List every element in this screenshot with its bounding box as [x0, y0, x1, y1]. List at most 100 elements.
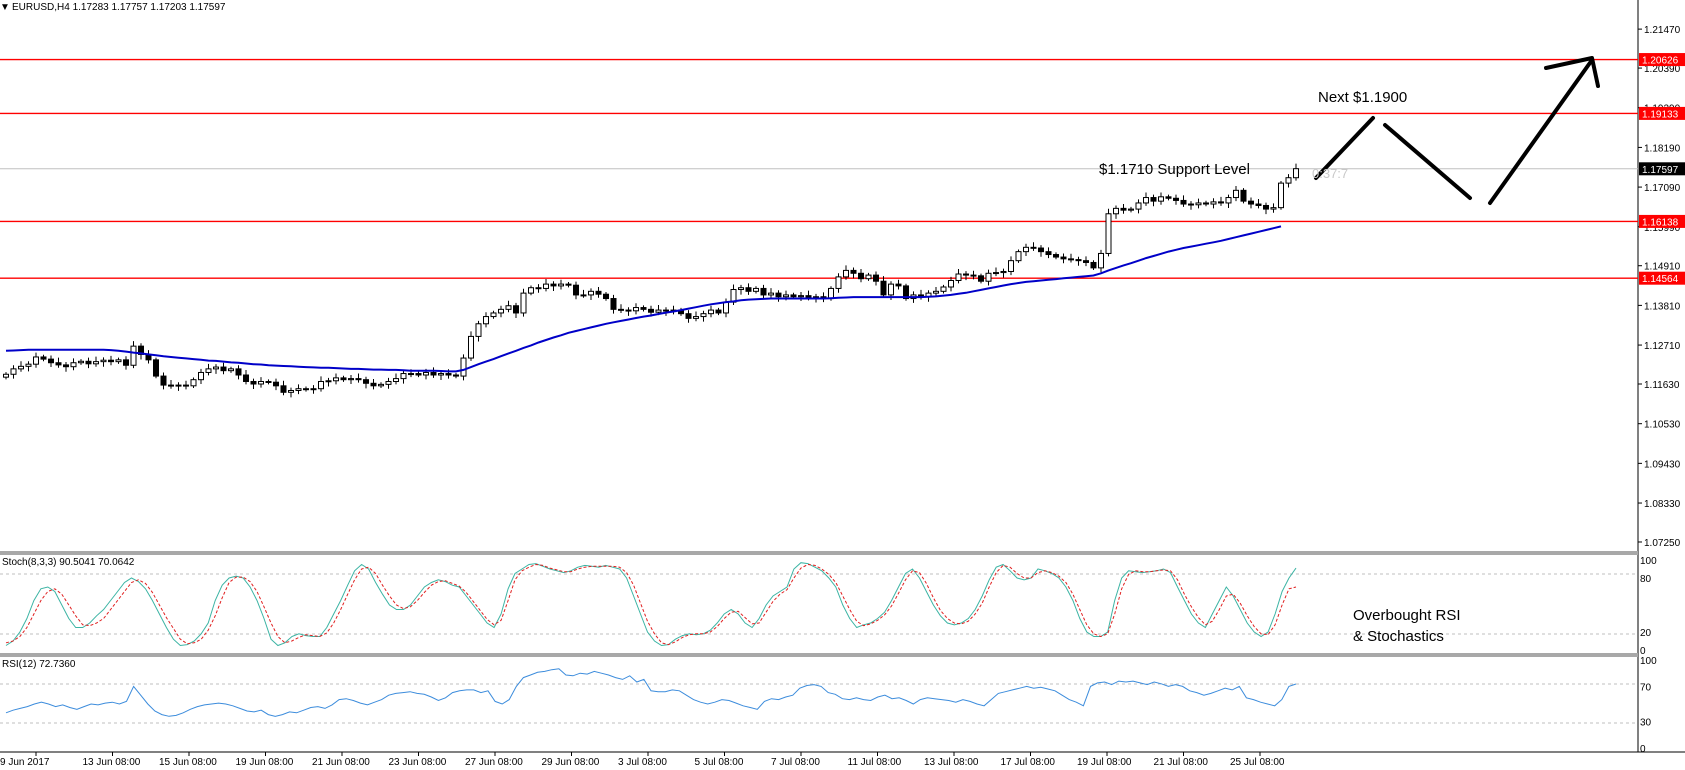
- candle: [625, 309, 632, 312]
- candle: [1015, 251, 1022, 262]
- candle: [85, 360, 92, 365]
- moving-average-line: [5, 225, 1282, 373]
- candle: [438, 373, 444, 376]
- candle: [1135, 202, 1142, 210]
- candle: [798, 295, 804, 298]
- time-tick-label: 19 Jul 08:00: [1077, 757, 1132, 765]
- level-labels: 1.20626 1.19133 1.16138 1.14564: [1639, 53, 1685, 285]
- candle: [505, 305, 512, 310]
- candle: [1210, 201, 1217, 205]
- candle: [1278, 182, 1284, 209]
- level-label-bg: [1639, 53, 1685, 67]
- candle: [310, 388, 317, 391]
- candle: [483, 316, 489, 325]
- candle: [318, 380, 324, 390]
- candle: [760, 287, 767, 296]
- candle: [1023, 246, 1029, 253]
- candle: [130, 345, 137, 366]
- candle: [205, 368, 212, 373]
- candle: [340, 377, 347, 381]
- candle: [1180, 199, 1187, 205]
- candle: [288, 390, 294, 393]
- stoch-tick-label: 80: [1640, 574, 1652, 585]
- candle: [1195, 202, 1202, 206]
- candle: [618, 308, 624, 311]
- header-arrow-icon[interactable]: ▼: [0, 2, 10, 13]
- candle: [963, 273, 969, 276]
- candle: [48, 358, 54, 364]
- next-target-annotation: Next $1.1900: [1318, 89, 1407, 106]
- candle: [1045, 251, 1052, 256]
- indicator-level-lines: [0, 573, 1638, 724]
- candle: [1113, 207, 1119, 215]
- candle: [873, 274, 879, 282]
- price-tick-label: 1.18190: [1644, 143, 1681, 154]
- level-label-bg: [1639, 271, 1685, 285]
- candle: [520, 292, 527, 314]
- candle: [978, 275, 984, 282]
- candle: [175, 384, 182, 387]
- candle: [280, 385, 287, 393]
- candle: [1150, 197, 1157, 202]
- stoch-main-line: [5, 562, 1297, 647]
- candle: [258, 380, 264, 385]
- candle: [295, 388, 302, 392]
- candle: [588, 290, 594, 296]
- candle: [333, 377, 339, 382]
- level-label-bg: [1639, 106, 1685, 120]
- candle: [355, 378, 362, 381]
- candle: [1060, 256, 1067, 260]
- candle: [708, 309, 714, 315]
- rsi-tick-label: 0: [1640, 744, 1646, 755]
- price-tick-label: 1.10530: [1644, 420, 1681, 431]
- pane-divider-stoch[interactable]: [0, 551, 1638, 555]
- candle: [580, 294, 587, 297]
- rsi-label: RSI(12) 72.7360: [2, 659, 76, 670]
- arrowhead-icon: [1544, 56, 1600, 88]
- candle: [468, 335, 474, 359]
- candle: [783, 294, 789, 298]
- support-level-annotation: $1.1710 Support Level: [1099, 161, 1250, 178]
- candle: [895, 283, 902, 287]
- stoch-signal-line: [5, 563, 1297, 646]
- candle: [573, 284, 579, 296]
- candle: [933, 290, 939, 294]
- candle: [1263, 204, 1269, 210]
- candle: [1008, 260, 1014, 272]
- candle: [460, 357, 467, 377]
- pane-divider-rsi[interactable]: [0, 653, 1638, 657]
- candle: [3, 373, 9, 378]
- candle: [1225, 197, 1232, 204]
- candle: [108, 359, 114, 363]
- candle: [100, 359, 107, 363]
- time-tick-label: 11 Jul 08:00: [848, 757, 902, 765]
- time-tick-label: 19 Jun 08:00: [236, 757, 294, 765]
- candle: [1083, 260, 1089, 263]
- candle: [423, 371, 429, 376]
- candle: [1120, 207, 1127, 211]
- candle: [115, 359, 122, 363]
- candle: [1090, 261, 1097, 269]
- price-tick-label: 1.21470: [1644, 25, 1681, 36]
- candle: [385, 380, 392, 385]
- candle: [903, 285, 909, 300]
- level-label: 1.19133: [1642, 109, 1679, 120]
- candle-timer: 0:37:7: [1312, 166, 1348, 181]
- candle: [348, 378, 354, 381]
- candle: [1098, 252, 1104, 269]
- candle: [1000, 270, 1007, 274]
- candle: [648, 308, 654, 313]
- time-tick-label: 27 Jun 08:00: [465, 757, 523, 765]
- candle: [265, 380, 272, 383]
- chart-header: EURUSD,H4 1.17283 1.17757 1.17203 1.1759…: [12, 2, 226, 13]
- candle: [490, 312, 497, 318]
- candle: [70, 362, 77, 368]
- stoch-tick-label: 100: [1640, 556, 1657, 567]
- forecast-arrow-path: [1314, 58, 1594, 205]
- candle: [220, 366, 227, 372]
- candle: [888, 283, 894, 296]
- candle: [745, 287, 752, 292]
- candle: [1173, 197, 1179, 201]
- level-label: 1.14564: [1642, 274, 1679, 285]
